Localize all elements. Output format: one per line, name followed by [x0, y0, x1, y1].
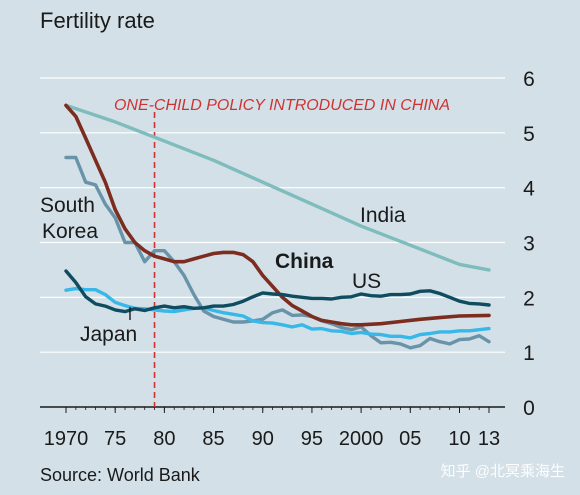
- series-label-us: US: [352, 270, 381, 293]
- chart-title: Fertility rate: [40, 8, 155, 33]
- series-line-china: [64, 103, 491, 327]
- x-tick-label: 1970: [44, 428, 89, 450]
- y-tick-label: 4: [523, 178, 535, 201]
- series-label-south-korea-line2: Korea: [42, 220, 98, 243]
- y-tick-label: 2: [523, 287, 535, 310]
- watermark: 知乎 @北冥乘海生: [441, 463, 565, 480]
- series-line-us: [64, 269, 491, 314]
- x-tick-label: 2000: [339, 428, 384, 450]
- series-label-south-korea-line1: South: [40, 194, 95, 217]
- x-tick-label: 10: [448, 428, 470, 450]
- series-label-india: India: [360, 204, 406, 227]
- x-tick-label: 13: [478, 428, 500, 450]
- series-label-japan: Japan: [80, 323, 137, 346]
- y-tick-label: 3: [523, 233, 535, 256]
- chart-source: Source: World Bank: [40, 465, 201, 485]
- x-tick-label: 90: [252, 428, 274, 450]
- y-tick-label: 5: [523, 123, 535, 146]
- y-tick-label: 1: [523, 342, 535, 365]
- series-label-china: China: [275, 250, 334, 273]
- x-tick-label: 80: [153, 428, 175, 450]
- x-tick-label: 05: [399, 428, 421, 450]
- y-tick-label: 6: [523, 68, 535, 91]
- x-tick-label: 75: [104, 428, 126, 450]
- y-tick-label: 0: [523, 397, 535, 420]
- x-tick-label: 85: [202, 428, 224, 450]
- series-line-india: [64, 103, 491, 272]
- x-tick-label: 95: [301, 428, 323, 450]
- policy-annotation: ONE-CHILD POLICY INTRODUCED IN CHINA: [114, 97, 450, 114]
